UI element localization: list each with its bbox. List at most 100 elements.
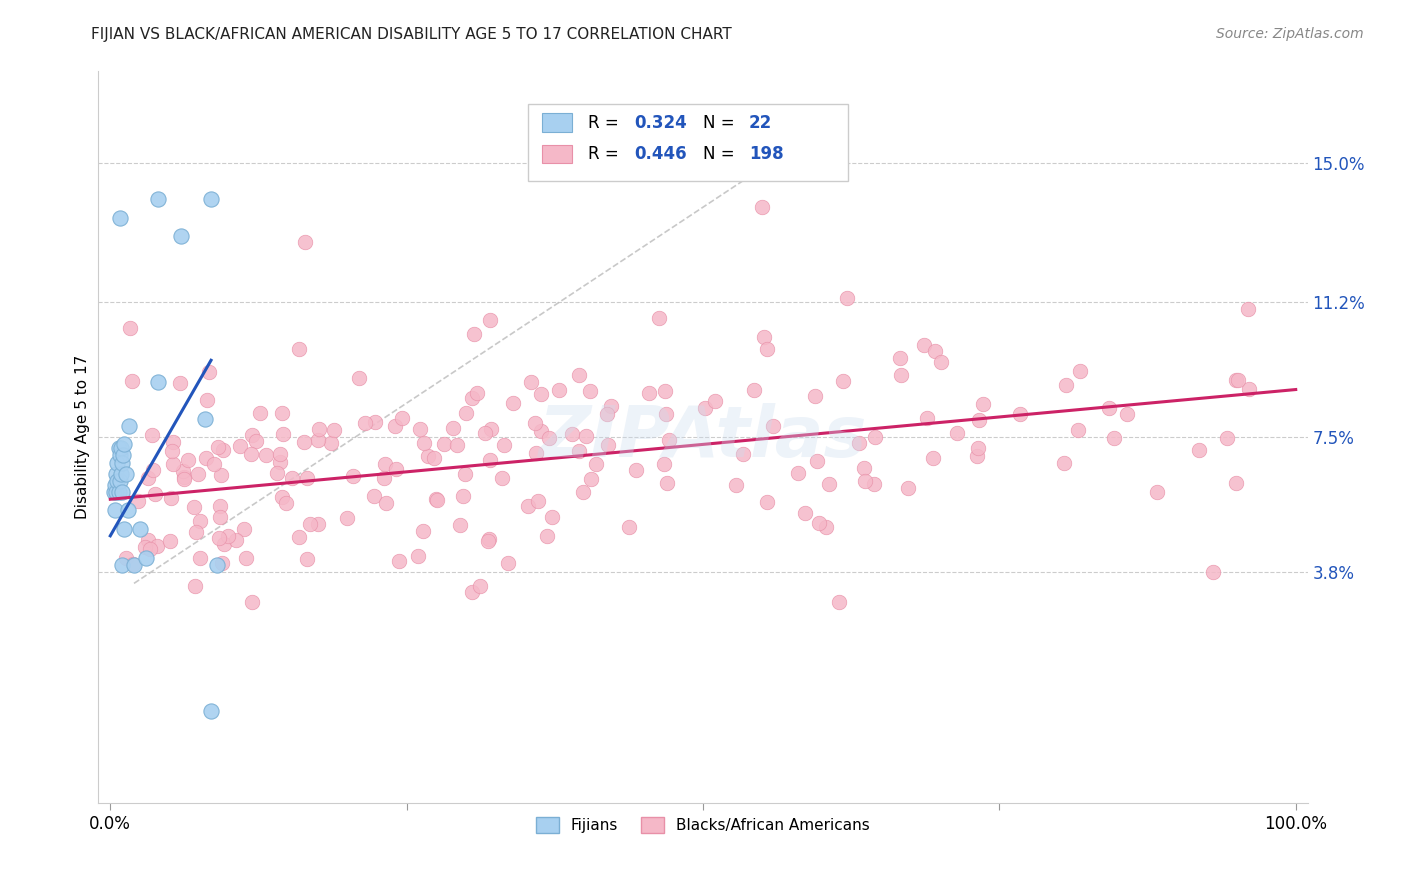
Point — [269, 447, 291, 461]
Point — [266, 466, 288, 480]
Point — [652, 457, 675, 471]
Point — [425, 492, 447, 507]
Point — [600, 400, 623, 414]
Point — [363, 489, 385, 503]
Point — [793, 506, 815, 520]
Point — [127, 494, 149, 508]
Point — [249, 406, 271, 420]
Point — [108, 211, 131, 225]
Point — [107, 441, 129, 455]
Point — [418, 450, 440, 464]
Point — [524, 446, 547, 460]
Point — [524, 416, 547, 430]
Point — [146, 375, 169, 389]
Point — [1067, 423, 1090, 437]
Point — [375, 496, 398, 510]
Point — [159, 491, 181, 506]
Text: R =: R = — [588, 113, 624, 131]
Point — [288, 530, 311, 544]
Point — [281, 471, 304, 485]
Point — [806, 454, 828, 468]
Point — [461, 391, 484, 405]
Text: N =: N = — [703, 113, 740, 131]
Point — [294, 235, 316, 249]
Point — [530, 387, 553, 401]
Point — [391, 411, 413, 425]
Point — [200, 192, 222, 206]
Point — [468, 579, 491, 593]
Point — [271, 406, 294, 420]
Point — [239, 447, 262, 461]
Point — [478, 313, 501, 327]
Point — [108, 474, 131, 488]
Point — [364, 415, 387, 429]
Point — [347, 370, 370, 384]
Point — [103, 485, 125, 500]
Point — [110, 441, 132, 455]
Point — [496, 556, 519, 570]
Point — [638, 386, 661, 401]
Point — [831, 374, 853, 388]
Point — [967, 441, 990, 455]
Point — [308, 422, 330, 436]
Point — [491, 471, 513, 485]
Point — [198, 365, 221, 379]
Point — [1202, 566, 1225, 580]
Point — [516, 499, 538, 513]
Point — [1052, 456, 1074, 470]
Point — [568, 443, 591, 458]
Point — [426, 492, 449, 507]
Point — [835, 292, 858, 306]
Point — [105, 485, 128, 500]
Text: 0.446: 0.446 — [634, 145, 686, 163]
Point — [461, 584, 484, 599]
Point — [105, 456, 128, 470]
Point — [114, 551, 136, 566]
Point — [242, 427, 264, 442]
Point — [1237, 301, 1260, 317]
Point — [207, 440, 229, 454]
Point — [897, 481, 920, 495]
Point — [890, 368, 912, 382]
Point — [624, 463, 647, 477]
Text: 22: 22 — [749, 113, 772, 131]
FancyBboxPatch shape — [543, 145, 572, 163]
Point — [865, 429, 887, 443]
Point — [184, 578, 207, 592]
Point — [412, 524, 434, 539]
Point — [129, 521, 152, 535]
Point — [815, 520, 838, 534]
Point — [245, 434, 267, 449]
Point — [596, 438, 619, 452]
Point — [142, 463, 165, 477]
Point — [172, 464, 194, 478]
Point — [177, 453, 200, 467]
Point — [853, 474, 876, 488]
Point — [572, 485, 595, 500]
Point — [751, 200, 773, 214]
Point — [502, 395, 524, 409]
Text: FIJIAN VS BLACK/AFRICAN AMERICAN DISABILITY AGE 5 TO 17 CORRELATION CHART: FIJIAN VS BLACK/AFRICAN AMERICAN DISABIL… — [91, 27, 733, 42]
Point — [269, 455, 291, 469]
Point — [889, 351, 911, 365]
Point — [817, 476, 839, 491]
Point — [454, 467, 477, 481]
Point — [762, 418, 785, 433]
Point — [183, 500, 205, 514]
Point — [863, 477, 886, 491]
Point — [225, 533, 247, 548]
Point — [208, 532, 231, 546]
Point — [1054, 378, 1077, 392]
Point — [294, 434, 316, 449]
Point — [657, 475, 679, 490]
Point — [117, 503, 139, 517]
Point — [479, 422, 502, 436]
Point — [409, 422, 432, 436]
Point — [478, 532, 501, 546]
Point — [146, 539, 169, 553]
Point — [373, 470, 395, 484]
Point — [209, 509, 232, 524]
Point — [212, 537, 235, 551]
Point — [295, 552, 318, 566]
Point — [295, 471, 318, 485]
